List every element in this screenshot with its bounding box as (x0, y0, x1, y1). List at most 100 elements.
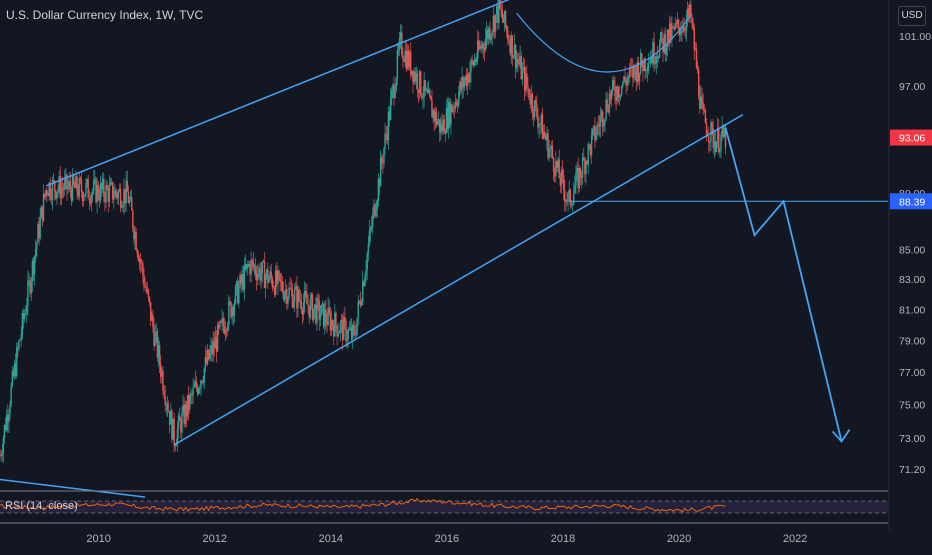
candle-body (194, 381, 197, 387)
candle-body (75, 176, 77, 188)
candle-body (551, 146, 554, 158)
candle-body (106, 185, 108, 190)
candle-body (262, 261, 265, 262)
candle-body (667, 29, 670, 44)
candle-body (683, 26, 685, 30)
candle-body (157, 344, 160, 358)
candle-body (90, 194, 93, 204)
candle-body (96, 184, 98, 203)
candle-body (432, 109, 434, 118)
candle-body (647, 63, 650, 72)
candle-body (335, 312, 337, 326)
candle-body (164, 396, 166, 405)
candle-body (279, 273, 281, 281)
candle-body (231, 307, 233, 318)
candle-body (251, 259, 253, 262)
candle-body (377, 178, 380, 202)
candle-body (454, 101, 457, 109)
currency-unit-button[interactable]: USD (898, 6, 926, 26)
candle-body (113, 196, 115, 200)
candle-body (330, 320, 333, 331)
candle-body (710, 122, 712, 142)
x-tick-label: 2018 (551, 533, 575, 545)
candle-body (411, 70, 413, 75)
candle-body (558, 159, 560, 178)
candle-body (632, 66, 634, 78)
candle-body (108, 185, 111, 202)
candle-body (104, 196, 106, 203)
candle-body (462, 77, 464, 88)
candle-body (354, 329, 356, 336)
candle-body (365, 269, 367, 277)
candle-body (7, 414, 9, 423)
candle-body (514, 44, 517, 68)
candle-body (62, 188, 65, 190)
cup-arc[interactable] (516, 12, 692, 73)
lower-left-trend-line[interactable] (0, 478, 146, 498)
candle-body (436, 121, 439, 125)
candle-body (17, 347, 19, 349)
upper-channel-line[interactable] (46, 0, 516, 187)
y-tick-label: 81.00 (899, 304, 925, 316)
candle-body (125, 180, 127, 203)
candle-body (517, 58, 519, 62)
candle-body (53, 180, 56, 191)
rsi-pane (0, 490, 888, 524)
x-tick-label: 2012 (203, 533, 227, 545)
candle-body (535, 100, 537, 105)
y-tick-label: 83.00 (899, 274, 925, 286)
candle-body (107, 189, 109, 202)
candle-body (724, 129, 727, 148)
candle-body (638, 72, 641, 82)
candle-body (200, 380, 202, 389)
candle-body (387, 111, 390, 141)
candle-body (161, 371, 163, 377)
candle-body (224, 329, 227, 334)
candle-body (309, 299, 311, 318)
candle-body (325, 309, 327, 322)
candle-body (636, 62, 639, 82)
candle-body (64, 179, 66, 190)
candle-body (513, 44, 516, 56)
candle-body (9, 405, 11, 414)
candle-body (577, 167, 579, 189)
candle-body (709, 141, 711, 143)
candle-body (676, 19, 679, 24)
candle-body (51, 179, 54, 200)
candle-body (492, 15, 495, 32)
candle-body (43, 193, 46, 197)
candle-body (613, 79, 615, 87)
candle-body (286, 289, 288, 304)
candle-body (245, 264, 248, 269)
candle-body (55, 190, 57, 199)
candle-body (368, 230, 371, 245)
candle-body (424, 80, 426, 91)
candle-body (319, 315, 322, 320)
projection-path[interactable] (724, 127, 843, 442)
candle-body (481, 43, 483, 49)
candle-body (576, 167, 578, 173)
candle-body (470, 59, 472, 72)
candle-body (193, 386, 195, 388)
candle-body (635, 69, 637, 82)
lower-channel-line[interactable] (173, 113, 744, 446)
candle-body (528, 88, 530, 99)
candle-body (718, 127, 720, 153)
candle-body (606, 99, 608, 111)
candle-body (542, 131, 545, 139)
candle-body (675, 23, 678, 24)
candle-body (145, 286, 147, 292)
candle-body (686, 8, 689, 19)
candle-body (138, 258, 141, 262)
candle-body (682, 26, 684, 33)
candle-body (235, 281, 238, 287)
candle-body (609, 93, 612, 100)
candle-body (118, 188, 121, 192)
candle-body (153, 326, 155, 346)
candle-body (556, 160, 558, 168)
candle-body (258, 267, 260, 273)
candle-body (566, 200, 568, 202)
candle-body (147, 289, 150, 298)
